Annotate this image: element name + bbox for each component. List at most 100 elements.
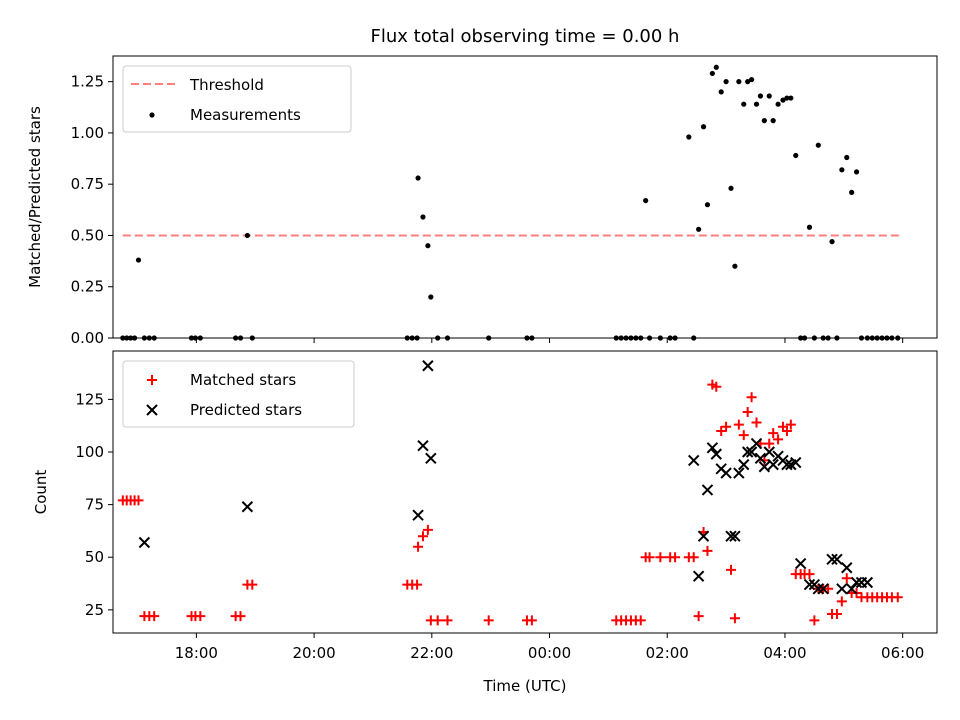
matched-star-point: [729, 613, 740, 624]
measurement-point: [806, 224, 813, 230]
legend-measurements-label: Measurements: [190, 106, 301, 124]
predicted-star-point: [754, 452, 767, 465]
legend-plus-mark: [147, 375, 157, 385]
measurement-point: [757, 93, 764, 99]
measurement-point: [718, 89, 724, 95]
predicted-star-point: [729, 530, 741, 542]
ratio-y-axis-title: Matched/Predicted stars: [26, 106, 44, 288]
matched-star-point: [644, 552, 655, 563]
measurement-point: [428, 294, 434, 300]
legend-predicted-swatch: [146, 404, 158, 416]
count-x-tick-label: 00:00: [528, 644, 571, 662]
predicted-star-point: [725, 530, 737, 542]
measurement-point: [849, 189, 855, 195]
count-y-tick-label: 100: [75, 443, 104, 461]
matched-star-point: [432, 615, 443, 626]
ratio-y-tick-label: 0.25: [71, 278, 104, 296]
measurement-point: [784, 95, 790, 101]
count-x-tick-label: 04:00: [763, 644, 806, 662]
predicted-star-point: [803, 578, 816, 591]
matched-star-point: [442, 615, 453, 626]
matched-star-point: [892, 592, 903, 603]
count-legend-box: [122, 360, 355, 428]
count-x-tick-label: 22:00: [410, 644, 453, 662]
predicted-star-point: [701, 484, 714, 496]
count-x-axis: 18:00 20:00 22:00 00:00 02:00 04:00 06:00: [175, 633, 924, 662]
predicted-star-point: [826, 553, 838, 566]
matched-star-point: [836, 596, 847, 607]
measurement-point: [732, 263, 738, 269]
matched-star-point: [733, 419, 744, 430]
predicted-star-point: [790, 456, 802, 469]
predicted-star-point: [720, 467, 732, 479]
count-y-tick-label: 125: [75, 390, 104, 408]
predicted-star-point: [412, 509, 424, 521]
matched-star-point: [804, 569, 815, 580]
matched-star-point: [823, 583, 834, 594]
count-plot-area: [117, 360, 903, 626]
predicted-star-point: [738, 458, 750, 471]
count-y-axis: 25 50 75 100 125: [75, 390, 113, 619]
matched-star-point: [841, 573, 852, 584]
measurement-point: [745, 79, 751, 85]
measurement-point: [815, 142, 821, 148]
matched-star-point: [764, 438, 775, 449]
measurement-point: [736, 79, 742, 85]
matched-star-point: [726, 564, 736, 575]
matched-star-point: [526, 615, 537, 626]
measurement-point: [244, 232, 250, 239]
predicted-star-point: [706, 442, 719, 454]
measurement-point: [643, 197, 649, 204]
legend-measurements-swatch: [149, 112, 155, 118]
matched-star-point: [781, 425, 792, 436]
predicted-star-point: [850, 576, 863, 589]
measurement-point: [775, 101, 781, 107]
ratio-legend-box: [122, 65, 352, 133]
predicted-star-point: [745, 446, 758, 458]
measurement-point: [839, 167, 845, 173]
matched-star-point: [247, 579, 258, 590]
matched-star-point: [195, 611, 206, 622]
ratio-y-tick-label: 0.75: [71, 175, 104, 193]
predicted-star-point: [241, 501, 254, 513]
matched-star-point: [655, 552, 666, 563]
measurement-point: [425, 243, 431, 249]
predicted-star-point: [688, 454, 700, 467]
ratio-plot-frame: [112, 55, 938, 339]
matched-star-point: [809, 615, 820, 626]
count-plot-frame: [112, 350, 938, 634]
matched-star-point: [738, 430, 749, 441]
matched-star-point: [412, 579, 423, 590]
measurement-point: [749, 76, 755, 83]
count-x-tick-label: 06:00: [881, 644, 924, 662]
predicted-star-point: [710, 448, 722, 460]
measurement-point: [420, 214, 426, 220]
count-y-tick-label: 50: [85, 548, 104, 566]
predicted-star-point: [836, 583, 848, 595]
measurement-point: [853, 169, 860, 175]
matched-star-point: [768, 428, 779, 439]
predicted-star-point: [831, 553, 843, 566]
predicted-star-point: [138, 536, 151, 549]
ratio-y-tick-label: 1.00: [71, 124, 104, 142]
legend-matched-swatch: [147, 375, 157, 385]
predicted-star-point: [812, 583, 825, 595]
measurement-point: [780, 97, 786, 103]
count-x-tick-label: 18:00: [175, 644, 218, 662]
predicted-star-point: [692, 570, 705, 582]
matched-star-point: [422, 524, 433, 535]
predicted-star-point: [794, 557, 807, 570]
matched-star-point: [413, 541, 424, 552]
count-legend: Matched stars Predicted stars: [122, 360, 355, 428]
matched-star-point: [635, 615, 646, 626]
legend-matched-label: Matched stars: [190, 371, 296, 389]
measurement-point: [723, 79, 729, 85]
measurement-point: [415, 175, 421, 181]
measurement-point: [686, 134, 692, 140]
matched-star-point: [688, 552, 699, 563]
measurement-point: [709, 70, 715, 77]
count-y-tick-label: 25: [85, 601, 104, 619]
measurement-point: [753, 101, 760, 107]
matched-star-point: [693, 611, 704, 622]
